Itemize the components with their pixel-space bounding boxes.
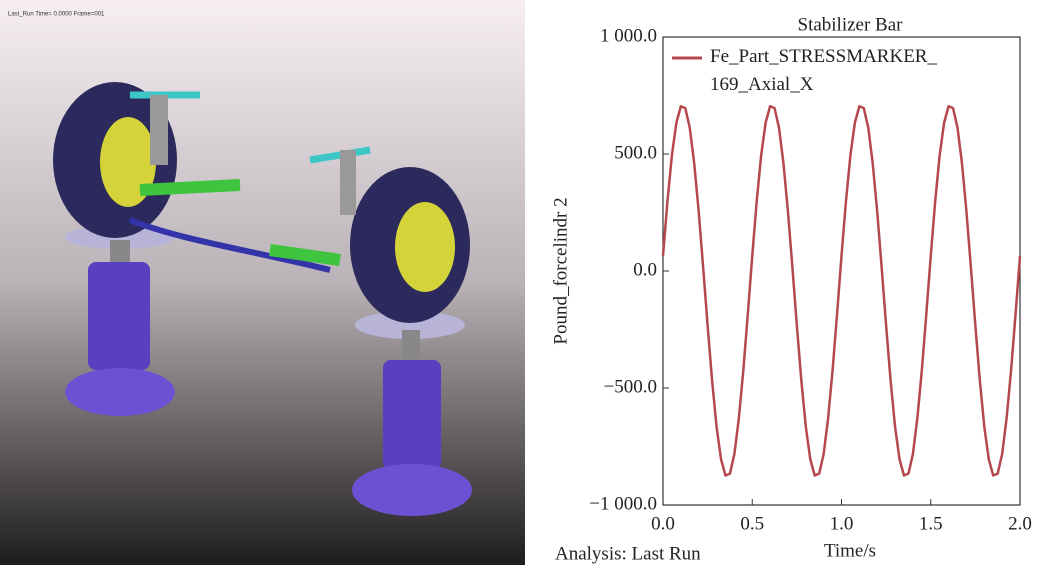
y-tick-label: 500.0 [614, 142, 657, 163]
x-axis-label: Time/s [824, 540, 876, 561]
control-arms [139, 179, 341, 266]
y-tick-label: 1 000.0 [600, 25, 657, 46]
y-tick-label: 0.0 [633, 259, 657, 280]
footer-note: Analysis: Last Run [555, 543, 701, 564]
chart-title: Stabilizer Bar [798, 14, 904, 35]
legend-label: Fe_Part_STRESSMARKER_ 169_Axial_X [710, 46, 937, 95]
stabilizer-bar [128, 217, 331, 273]
right-stand [352, 311, 472, 516]
right-strut [340, 150, 356, 215]
viewport-caption: Last_Run Time= 0.0000 Frame=001 [8, 12, 105, 18]
left-strut [150, 95, 168, 165]
x-tick-label: 0.0 [651, 513, 675, 534]
x-tick-label: 0.5 [740, 513, 764, 534]
x-tick-label: 1.0 [830, 513, 854, 534]
right-wheel [350, 167, 470, 323]
y-axis-label: Pound_forcelindr 2 [550, 197, 571, 344]
x-tick-label: 1.5 [919, 513, 943, 534]
viewport-render: Last_Run Time= 0.0000 Frame=001 [0, 0, 525, 565]
series-line [661, 105, 1022, 477]
x-tick-label: 2.0 [1008, 513, 1032, 534]
y-tick-label: −500.0 [604, 376, 657, 397]
y-tick-label: −1 000.0 [589, 493, 657, 514]
